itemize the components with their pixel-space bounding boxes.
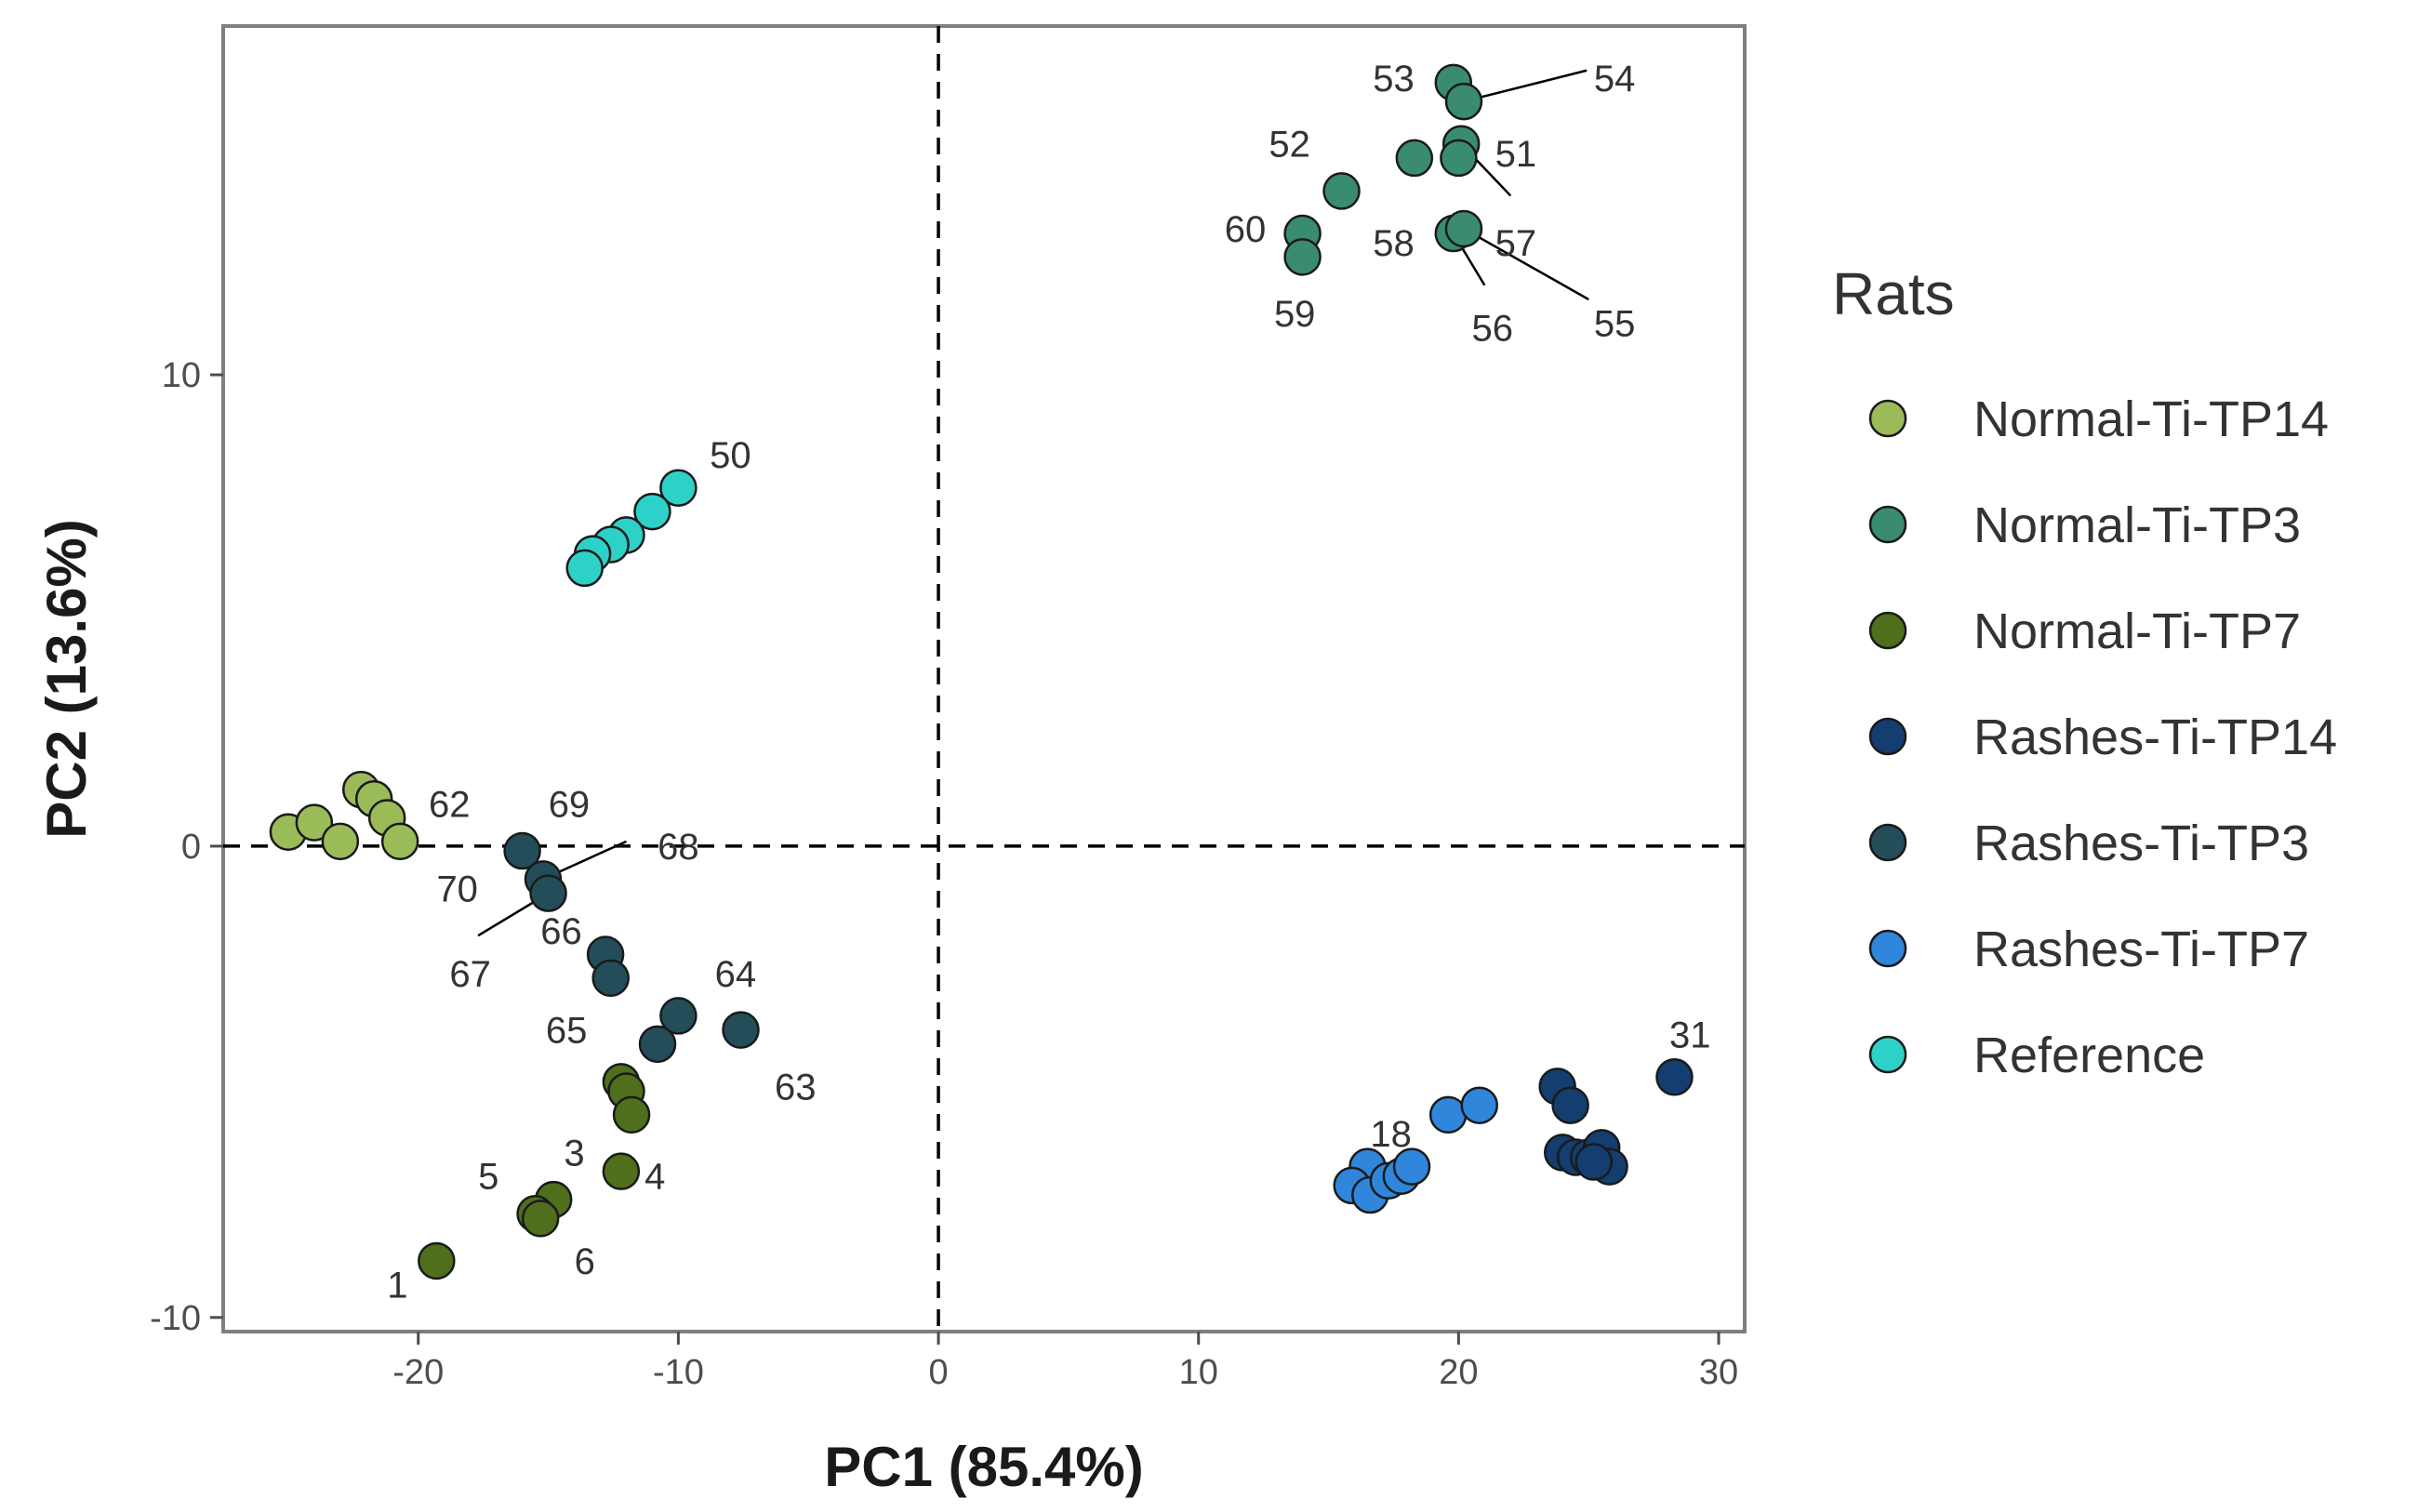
- legend-key: [1868, 929, 1907, 968]
- point-label: 65: [546, 1011, 588, 1052]
- data-point: [503, 831, 541, 870]
- plot-frame: [221, 24, 1747, 1333]
- data-point: [1551, 1086, 1589, 1124]
- point-label: 66: [540, 911, 582, 952]
- data-point: [1392, 1147, 1431, 1186]
- x-tick-label: 30: [1699, 1353, 1738, 1392]
- data-points: [269, 63, 1694, 1280]
- y-axis-ticks: -10 0 10: [150, 356, 223, 1338]
- data-point: [1574, 1143, 1614, 1181]
- point-label: 5: [478, 1157, 498, 1198]
- point-label: 70: [436, 869, 478, 910]
- point-label: 54: [1594, 59, 1636, 99]
- data-point: [638, 1025, 677, 1064]
- legend-label: Rashes-Ti-TP7: [1973, 922, 2309, 977]
- data-point: [1440, 139, 1478, 178]
- legend-key: [1868, 611, 1907, 650]
- x-tick-label: 10: [1179, 1353, 1218, 1392]
- y-tick-label: 10: [162, 356, 201, 395]
- data-point: [1428, 1095, 1468, 1134]
- legend: Rats Normal-Ti-TP14 Normal-Ti-TP3 Normal-T…: [1832, 260, 2337, 1083]
- point-label: 69: [549, 784, 591, 825]
- x-tick-label: -10: [653, 1353, 704, 1392]
- point-label: 64: [715, 954, 757, 995]
- legend-title: Rats: [1832, 260, 1955, 327]
- data-point: [722, 1011, 760, 1049]
- legend-label: Rashes-Ti-TP3: [1973, 816, 2309, 871]
- point-label: 67: [449, 954, 491, 995]
- data-point: [1283, 238, 1322, 276]
- point-label: 4: [644, 1157, 665, 1198]
- data-point: [380, 822, 419, 861]
- data-point: [659, 469, 698, 507]
- legend-label: Normal-Ti-TP3: [1973, 497, 2301, 553]
- data-point: [418, 1241, 456, 1280]
- legend-key: [1868, 717, 1907, 756]
- x-tick-label: 0: [928, 1353, 948, 1392]
- point-label: 56: [1471, 308, 1513, 349]
- data-point: [591, 959, 630, 998]
- data-point: [612, 1095, 651, 1134]
- point-label: 52: [1269, 125, 1310, 166]
- data-point: [1655, 1058, 1694, 1096]
- point-label: 68: [658, 827, 699, 868]
- data-point: [521, 1200, 560, 1238]
- point-label: 63: [775, 1067, 817, 1107]
- legend-label: Normal-Ti-TP7: [1973, 603, 2301, 659]
- data-point: [565, 549, 604, 588]
- data-point: [602, 1152, 641, 1190]
- leader-line: [1463, 69, 1588, 103]
- data-point: [633, 492, 671, 531]
- point-label: 62: [429, 784, 471, 825]
- x-axis-ticks: -20 -10 0 10 20 30: [392, 1332, 1738, 1392]
- point-label: 58: [1373, 223, 1415, 264]
- y-tick-label: 0: [181, 828, 201, 867]
- x-axis-title: PC1 (85.4%): [824, 1436, 1143, 1498]
- data-point: [1395, 139, 1434, 178]
- point-label: 50: [710, 435, 751, 476]
- x-tick-label: 20: [1439, 1353, 1478, 1392]
- legend-label: Normal-Ti-TP14: [1973, 391, 2329, 447]
- point-label: 6: [575, 1241, 595, 1282]
- y-axis-title: PC2 (13.6%): [35, 519, 98, 838]
- point-label: 60: [1225, 209, 1267, 250]
- data-point: [295, 803, 334, 842]
- legend-key: [1868, 823, 1907, 862]
- point-label: 1: [387, 1265, 407, 1306]
- legend-label: Reference: [1973, 1028, 2205, 1083]
- legend-key: [1868, 1035, 1907, 1074]
- data-point: [1444, 82, 1483, 121]
- data-point: [321, 822, 360, 861]
- legend-label: Rashes-Ti-TP14: [1973, 710, 2337, 765]
- x-tick-label: -20: [392, 1353, 444, 1392]
- point-label: 59: [1274, 294, 1316, 335]
- plot-area: [221, 24, 1747, 1333]
- data-point: [529, 874, 567, 912]
- point-label: 53: [1373, 59, 1415, 99]
- point-label: 18: [1370, 1114, 1412, 1155]
- point-label: 3: [564, 1133, 584, 1174]
- point-label: 51: [1495, 134, 1537, 175]
- point-label: 31: [1669, 1015, 1711, 1056]
- data-point: [1444, 209, 1483, 248]
- leader-line: [1463, 227, 1589, 301]
- data-point: [1460, 1086, 1498, 1124]
- legend-key: [1868, 505, 1907, 544]
- legend-key: [1868, 399, 1907, 438]
- data-point: [659, 997, 698, 1035]
- point-label: 55: [1594, 303, 1636, 344]
- point-label: 57: [1495, 223, 1537, 264]
- y-tick-label: -10: [150, 1299, 201, 1338]
- data-point: [1322, 172, 1361, 210]
